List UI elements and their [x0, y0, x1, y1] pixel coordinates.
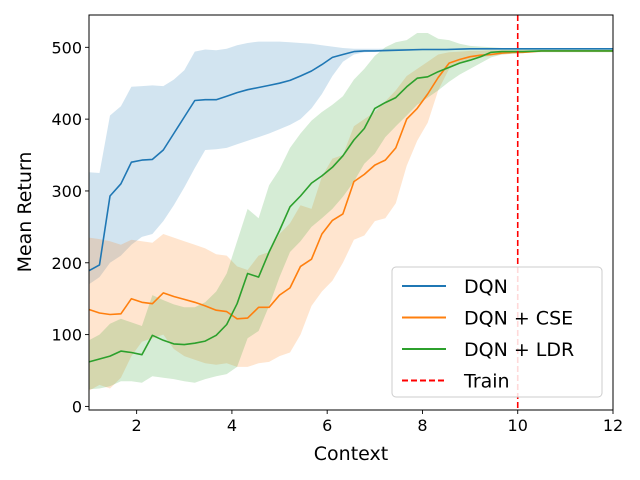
line-dqn-ldr: [88, 50, 613, 363]
series-lines: [88, 47, 613, 363]
legend-label-dqn: DQN: [464, 276, 508, 298]
band-dqn-ldr: [89, 33, 613, 390]
x-tick-label: 12: [603, 416, 623, 435]
plot-frame: [88, 14, 614, 411]
legend-label-train: Train: [463, 371, 510, 393]
y-axis-title: Mean Return: [14, 152, 36, 273]
band-dqn: [89, 41, 613, 285]
x-axis: 2 4 6 8 10 12: [132, 410, 623, 435]
y-tick-label: 0: [72, 397, 82, 416]
x-tick-label: 8: [417, 416, 427, 435]
confidence-bands: [89, 33, 613, 391]
x-axis-title: Context: [314, 443, 388, 465]
line-dqn: [88, 47, 613, 272]
legend-label-dqn-ldr: DQN + LDR: [464, 339, 574, 361]
legend-label-dqn-cse: DQN + CSE: [464, 308, 573, 330]
y-tick-label: 200: [51, 254, 82, 273]
y-tick-label: 500: [51, 38, 82, 57]
x-tick-label: 4: [227, 416, 237, 435]
y-axis: 0 100 200 300 400 500: [51, 38, 89, 416]
x-tick-label: 6: [322, 416, 332, 435]
band-dqn-cse: [89, 50, 613, 391]
legend: DQN DQN + CSE DQN + LDR Train: [391, 266, 603, 398]
legend-box: [391, 266, 603, 398]
y-tick-label: 400: [51, 110, 82, 129]
x-tick-label: 10: [508, 416, 528, 435]
y-tick-label: 100: [51, 326, 82, 345]
y-tick-label: 300: [51, 182, 82, 201]
x-tick-label: 2: [132, 416, 142, 435]
